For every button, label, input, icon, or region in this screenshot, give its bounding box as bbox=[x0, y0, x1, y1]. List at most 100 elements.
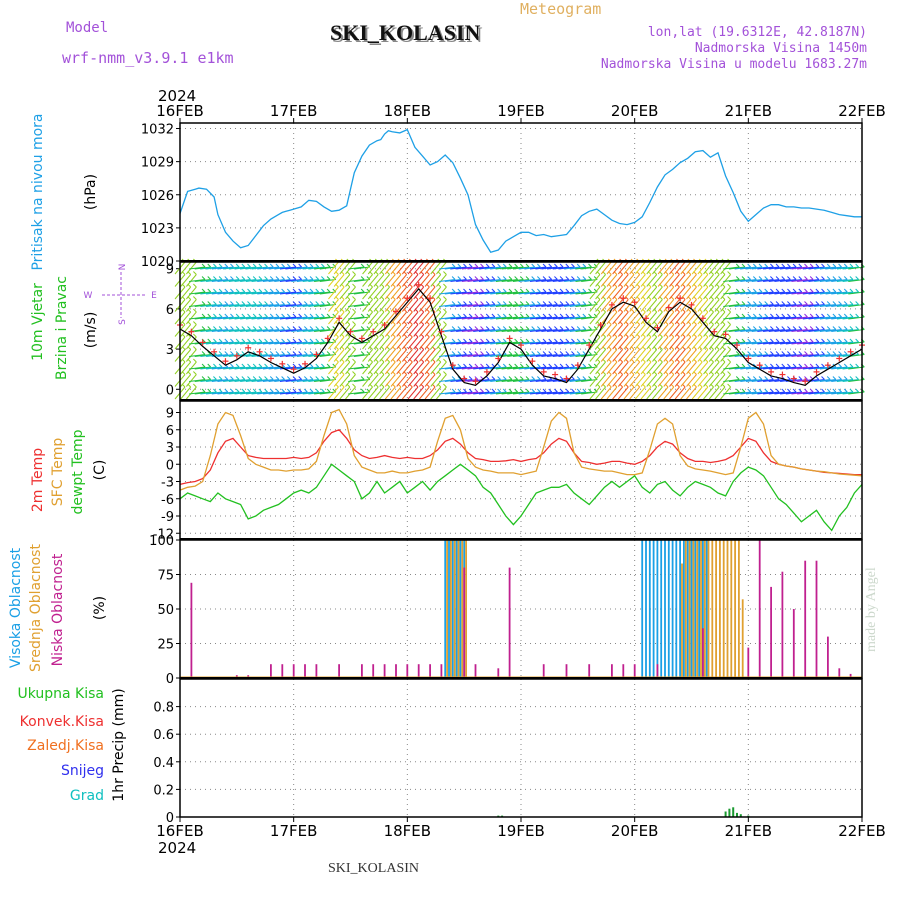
wind-barb-flag bbox=[275, 263, 280, 268]
wind-barb-flag bbox=[264, 276, 268, 280]
wind-barb bbox=[581, 354, 598, 357]
wind-barb bbox=[262, 366, 279, 370]
wind-barb-flag bbox=[741, 263, 746, 268]
wind-barb bbox=[836, 366, 854, 370]
wind-barb bbox=[234, 341, 251, 345]
wind-barb-flag bbox=[230, 376, 234, 380]
wind-barb-flag bbox=[764, 313, 769, 318]
wind-barb-flag bbox=[838, 276, 842, 280]
wind-barb bbox=[612, 386, 624, 400]
wind-barb bbox=[461, 341, 478, 345]
wind-barb-flag bbox=[809, 351, 814, 355]
wind-barb-flag bbox=[309, 301, 314, 305]
wind-barb bbox=[674, 361, 686, 375]
wind-barb bbox=[606, 336, 618, 350]
wind-barb bbox=[831, 291, 848, 295]
wind-barb-flag bbox=[213, 338, 217, 343]
wind-barb-flag bbox=[235, 301, 240, 305]
wind-barb bbox=[564, 391, 581, 395]
wind-barb bbox=[686, 374, 697, 387]
wind-barb-flag bbox=[207, 326, 212, 330]
wind-barb-flag bbox=[571, 263, 575, 268]
wind-barb bbox=[279, 304, 297, 307]
wind-barb bbox=[507, 366, 524, 370]
wind-barb bbox=[185, 299, 197, 312]
wind-barb bbox=[617, 274, 629, 287]
wind-barb bbox=[617, 374, 629, 387]
y-tick-label: 0.2 bbox=[153, 783, 174, 798]
wind-barb bbox=[362, 386, 373, 400]
wind-barb bbox=[703, 299, 714, 312]
wind-barb bbox=[314, 316, 331, 320]
wind-barb bbox=[612, 349, 624, 362]
wind-barb bbox=[575, 379, 592, 382]
wind-barb bbox=[379, 349, 390, 362]
wind-barb bbox=[814, 316, 831, 320]
wind-barb-flag bbox=[735, 301, 740, 305]
wind-barb bbox=[780, 329, 797, 332]
wind-barb-flag bbox=[770, 351, 774, 355]
wind-barb bbox=[640, 286, 652, 300]
wind-barb bbox=[589, 299, 601, 312]
wind-barb bbox=[413, 349, 425, 362]
wind-barb-flag bbox=[286, 276, 291, 280]
wind-barb bbox=[703, 324, 714, 337]
wind-barb-flag bbox=[326, 388, 331, 393]
wind-barb-flag bbox=[826, 376, 831, 380]
wind-barb-flag bbox=[252, 338, 257, 343]
wind-barb bbox=[296, 279, 314, 282]
wind-barb bbox=[728, 316, 746, 320]
wind-barb bbox=[831, 366, 848, 370]
low-cloud-bar bbox=[747, 647, 750, 678]
wind-barb-flag bbox=[849, 376, 854, 380]
wind-barb-flag bbox=[230, 288, 234, 293]
wind-barb bbox=[785, 316, 802, 320]
wind-barb bbox=[490, 341, 507, 345]
wind-barb-flag bbox=[201, 376, 206, 380]
wind-barb bbox=[384, 274, 396, 287]
wind-barb bbox=[814, 304, 831, 307]
high-cloud-bar bbox=[459, 540, 462, 678]
wind-barb bbox=[600, 349, 612, 362]
wind-barb bbox=[274, 329, 291, 332]
wind-barb bbox=[473, 316, 490, 320]
wind-barb bbox=[825, 266, 842, 270]
wind-barb bbox=[808, 329, 825, 332]
wind-barb bbox=[367, 286, 379, 300]
low-cloud-bar bbox=[304, 664, 306, 678]
wind-barb bbox=[473, 266, 490, 270]
wind-barb bbox=[547, 279, 564, 282]
mid-cloud-bar bbox=[465, 540, 467, 678]
wind-barb-flag bbox=[855, 363, 859, 368]
wind-barb-flag bbox=[832, 351, 837, 355]
wind-barb bbox=[436, 261, 447, 275]
wind-barb bbox=[407, 349, 419, 362]
wind-barb-flag bbox=[457, 326, 462, 330]
wind-barb-flag bbox=[281, 313, 285, 318]
wind-barb bbox=[424, 324, 436, 337]
wind-barb-flag bbox=[832, 388, 837, 393]
wind-barb bbox=[595, 349, 606, 362]
wind-barb-flag bbox=[269, 388, 274, 393]
wind-barb bbox=[439, 291, 456, 295]
wind-barb bbox=[319, 316, 336, 320]
wind-barb bbox=[606, 361, 618, 375]
x-tick-label-bottom: 21FEB bbox=[725, 822, 772, 840]
wind-barb-flag bbox=[531, 376, 536, 380]
wind-barb bbox=[444, 279, 461, 282]
wind-barb-flag bbox=[798, 338, 803, 343]
wind-barb bbox=[180, 336, 192, 350]
wind-barb bbox=[251, 304, 268, 307]
wind-barb bbox=[180, 361, 192, 375]
temp2m-line bbox=[179, 429, 862, 486]
wind-barb-flag bbox=[474, 288, 479, 293]
wind-barb bbox=[339, 274, 351, 287]
wind-barb bbox=[512, 379, 530, 382]
wind-barb bbox=[379, 261, 390, 275]
wind-barb bbox=[484, 316, 501, 320]
wind-barb bbox=[669, 286, 680, 300]
wind-barb bbox=[390, 349, 402, 362]
wind-barb bbox=[569, 279, 586, 282]
wind-barb bbox=[362, 374, 373, 387]
wind-barb bbox=[697, 261, 709, 275]
